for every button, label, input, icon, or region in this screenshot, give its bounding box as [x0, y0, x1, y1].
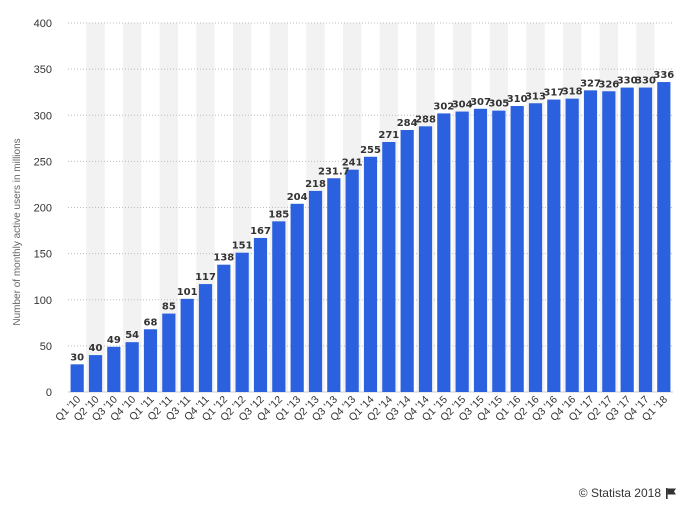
- y-tick-label: 300: [34, 110, 52, 122]
- bar: [235, 252, 249, 392]
- bars: [70, 82, 671, 393]
- y-tick-label: 200: [34, 203, 52, 215]
- data-label: 304: [452, 100, 473, 111]
- bar: [418, 126, 433, 392]
- bar: [345, 169, 359, 392]
- copyright-text: © Statista 2018: [578, 486, 661, 500]
- y-tick-label: 50: [40, 341, 52, 353]
- data-label: 117: [195, 272, 216, 283]
- data-label: 151: [232, 241, 253, 252]
- bar: [382, 142, 396, 392]
- bar: [492, 110, 506, 392]
- bar: [107, 346, 121, 392]
- bar: [565, 98, 579, 393]
- y-axis-title: Number of monthly active users in millio…: [12, 138, 23, 325]
- bar: [363, 156, 378, 392]
- bar: [547, 99, 561, 392]
- data-label: 336: [653, 70, 674, 81]
- data-label: 54: [125, 330, 139, 341]
- data-label: 101: [177, 287, 198, 298]
- data-label: 305: [488, 99, 509, 110]
- flag-icon: [666, 488, 676, 499]
- data-label: 49: [107, 335, 121, 346]
- bar: [308, 190, 323, 392]
- bar: [510, 106, 524, 393]
- data-label: 307: [470, 97, 491, 108]
- bar: [272, 221, 286, 392]
- y-tick-label: 100: [34, 295, 52, 307]
- bar: [473, 108, 488, 392]
- data-label: 30: [70, 352, 84, 363]
- data-label: 68: [144, 317, 158, 328]
- y-tick-label: 250: [34, 156, 52, 168]
- data-label: 288: [415, 114, 436, 125]
- bar: [88, 355, 103, 392]
- data-label: 317: [543, 88, 564, 99]
- data-label: 218: [305, 179, 326, 190]
- footer: © Statista 2018: [579, 486, 677, 500]
- bar: [437, 113, 451, 392]
- data-label: 326: [598, 79, 619, 90]
- data-label: 284: [397, 118, 418, 129]
- bar: [198, 284, 213, 392]
- data-label: 313: [525, 91, 546, 102]
- bar: [638, 87, 653, 392]
- data-label: 330: [635, 76, 656, 87]
- data-label: 85: [162, 302, 176, 313]
- bar: [400, 130, 414, 392]
- data-label: 302: [433, 101, 454, 112]
- bar: [455, 111, 469, 392]
- bar: [180, 298, 194, 392]
- data-label: 327: [580, 78, 601, 89]
- bar: [620, 87, 634, 392]
- data-label: 231.7: [318, 166, 350, 177]
- data-label: 271: [378, 130, 399, 141]
- data-label: 310: [507, 94, 528, 105]
- bar: [162, 313, 176, 392]
- bar: [70, 364, 84, 392]
- data-label: 167: [250, 226, 271, 237]
- bar: [253, 237, 268, 392]
- data-label: 185: [268, 209, 289, 220]
- bar: [125, 342, 139, 392]
- data-label: 330: [617, 76, 638, 87]
- data-label: 138: [213, 253, 234, 264]
- bar: [602, 91, 616, 392]
- data-label: 255: [360, 145, 381, 156]
- bar: [143, 329, 158, 392]
- y-tick-label: 0: [46, 387, 52, 399]
- y-tick-label: 150: [34, 249, 52, 261]
- bar: [290, 203, 304, 392]
- data-label: 318: [562, 87, 583, 98]
- data-label: 40: [89, 343, 103, 354]
- y-tick-label: 350: [34, 64, 52, 76]
- bar: [217, 264, 231, 392]
- bar: [657, 82, 671, 392]
- bar: [583, 90, 598, 392]
- background-band: [123, 23, 142, 392]
- data-label: 241: [342, 158, 363, 169]
- bar: [528, 103, 543, 392]
- y-tick-label: 400: [34, 18, 52, 30]
- data-label: 204: [287, 192, 308, 203]
- bar: [327, 178, 341, 392]
- y-axis-tick-labels: 0 50 100 150 200 250 300 350 400: [34, 18, 52, 399]
